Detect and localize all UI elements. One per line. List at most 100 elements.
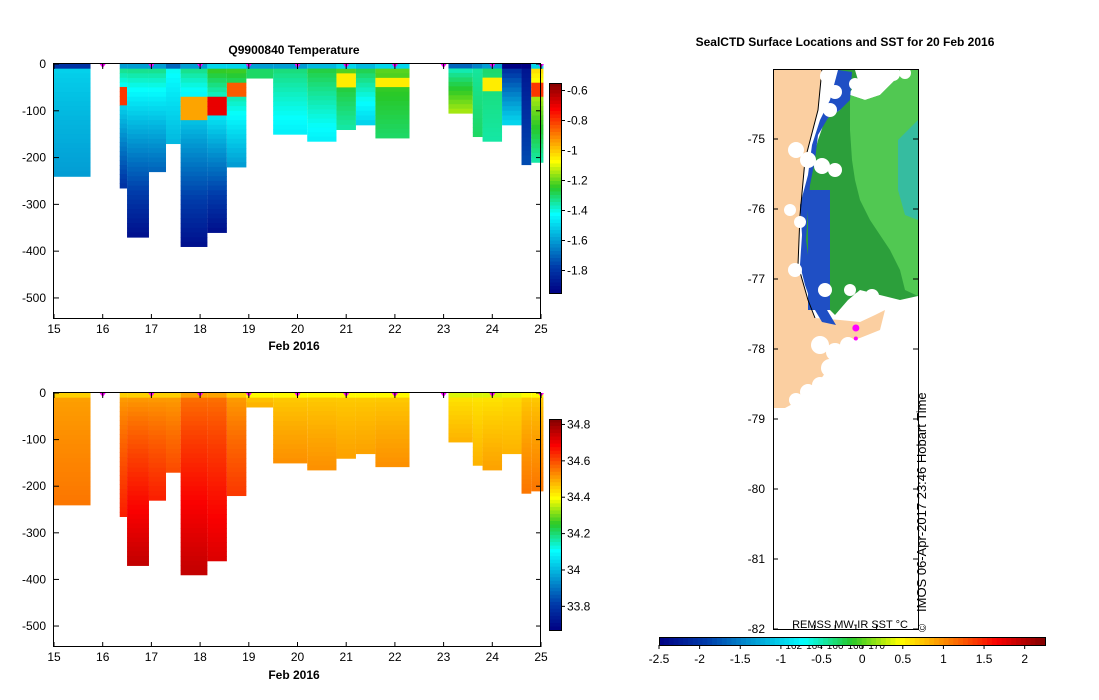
sst-colorbar-cell bbox=[823, 637, 829, 645]
profile-cell bbox=[531, 129, 544, 135]
profile-cell bbox=[180, 176, 208, 182]
profile-cell bbox=[127, 227, 149, 233]
profile-cell bbox=[531, 96, 544, 102]
profile-cell bbox=[180, 237, 208, 243]
profile-cell bbox=[307, 465, 337, 471]
profile-cell bbox=[521, 470, 532, 476]
profile-column bbox=[207, 64, 227, 233]
colorbar-cell bbox=[549, 240, 561, 245]
sst-colorbar-cell bbox=[712, 637, 718, 645]
profile-cell bbox=[127, 481, 149, 487]
colorbar-cell bbox=[549, 258, 561, 262]
profile-cell bbox=[148, 87, 167, 93]
profile-cell bbox=[531, 124, 544, 131]
profile-cell bbox=[180, 73, 208, 79]
profile-cell bbox=[482, 77, 503, 83]
profile-cell bbox=[273, 96, 308, 102]
profile-cell bbox=[502, 420, 522, 427]
profile-cell bbox=[180, 190, 208, 196]
profile-cell bbox=[148, 448, 167, 455]
x-tick-label: 22 bbox=[388, 322, 402, 336]
profile-cell bbox=[207, 542, 227, 548]
profile-cell bbox=[226, 73, 247, 79]
profile-cell bbox=[307, 109, 337, 115]
colorbar-cell bbox=[549, 198, 561, 203]
profile-cell bbox=[127, 180, 149, 187]
profile-cell bbox=[207, 504, 227, 511]
profile-cell bbox=[355, 78, 376, 84]
profile-cell bbox=[127, 143, 149, 149]
profile-cell bbox=[521, 479, 532, 485]
profile-cell bbox=[355, 64, 376, 70]
profile-cell bbox=[148, 138, 167, 145]
profile-cell bbox=[119, 64, 128, 70]
profile-cell bbox=[127, 430, 149, 436]
profile-cell bbox=[502, 92, 522, 98]
profile-cell bbox=[472, 429, 483, 435]
profile-cell bbox=[166, 397, 181, 403]
profile-cell bbox=[226, 434, 247, 441]
colorbar-cell bbox=[549, 223, 561, 227]
profile-cell bbox=[54, 82, 91, 88]
profile-cell bbox=[336, 397, 356, 403]
profile-cell bbox=[375, 114, 410, 120]
sst-colorbar-cell bbox=[914, 637, 921, 645]
profile-column bbox=[482, 393, 503, 471]
profile-cell bbox=[127, 490, 149, 497]
profile-cell bbox=[127, 101, 149, 107]
profile-cell bbox=[54, 434, 91, 441]
profile-cell bbox=[226, 481, 247, 487]
profile-cell bbox=[448, 406, 473, 412]
sst-colorbar-cell bbox=[977, 637, 983, 645]
profile-cell bbox=[180, 82, 208, 88]
profile-cell bbox=[148, 420, 167, 427]
profile-cell bbox=[119, 119, 128, 125]
profile-cell bbox=[207, 199, 227, 205]
profile-cell bbox=[166, 129, 181, 135]
profile-cell bbox=[336, 416, 356, 422]
profile-cell bbox=[355, 101, 376, 107]
profile-cell bbox=[207, 518, 227, 524]
copyright-symbol: © bbox=[917, 624, 929, 632]
profile-cell bbox=[502, 120, 522, 126]
profile-cell bbox=[531, 402, 544, 408]
profile-cell bbox=[448, 104, 473, 110]
profile-cell bbox=[273, 453, 308, 459]
profile-cell bbox=[148, 402, 167, 408]
sst-colorbar-cell bbox=[880, 637, 887, 645]
profile-cell bbox=[531, 439, 544, 445]
colorbar-cell bbox=[549, 167, 561, 171]
colorbar-cell bbox=[549, 97, 561, 101]
profile-column bbox=[273, 64, 308, 135]
profile-cell bbox=[180, 504, 208, 511]
lat-tick-label: -81 bbox=[748, 552, 766, 566]
sst-colorbar-cell bbox=[678, 637, 684, 645]
profile-cell bbox=[207, 138, 227, 145]
sst-colorbar-cell bbox=[847, 637, 853, 645]
profile-cell bbox=[226, 411, 247, 417]
profile-cell bbox=[336, 453, 356, 459]
profile-cell bbox=[355, 96, 376, 102]
sst-colorbar-cell bbox=[827, 637, 834, 645]
colorbar-cell bbox=[549, 598, 561, 603]
profile-cell bbox=[180, 420, 208, 427]
lon-tick-label: 168 bbox=[848, 641, 865, 652]
profile-cell bbox=[127, 500, 149, 506]
profile-cell bbox=[166, 462, 181, 469]
colorbar-cell bbox=[549, 464, 561, 469]
profile-cell bbox=[531, 87, 544, 93]
sst-colorbar-cell bbox=[967, 637, 974, 645]
lat-tick-label: -82 bbox=[748, 622, 766, 636]
profile-cell bbox=[119, 96, 128, 102]
profile-cell bbox=[207, 180, 227, 187]
sst-colorbar-cell bbox=[663, 637, 670, 645]
profile-cell bbox=[119, 128, 128, 134]
profile-cell bbox=[166, 92, 181, 98]
profile-cell bbox=[531, 120, 544, 126]
profile-cell bbox=[180, 406, 208, 413]
profile-cell bbox=[502, 73, 522, 79]
profile-cell bbox=[180, 199, 208, 205]
profile-cell bbox=[273, 115, 308, 121]
profile-cell bbox=[521, 137, 532, 143]
profile-cell bbox=[336, 402, 356, 408]
